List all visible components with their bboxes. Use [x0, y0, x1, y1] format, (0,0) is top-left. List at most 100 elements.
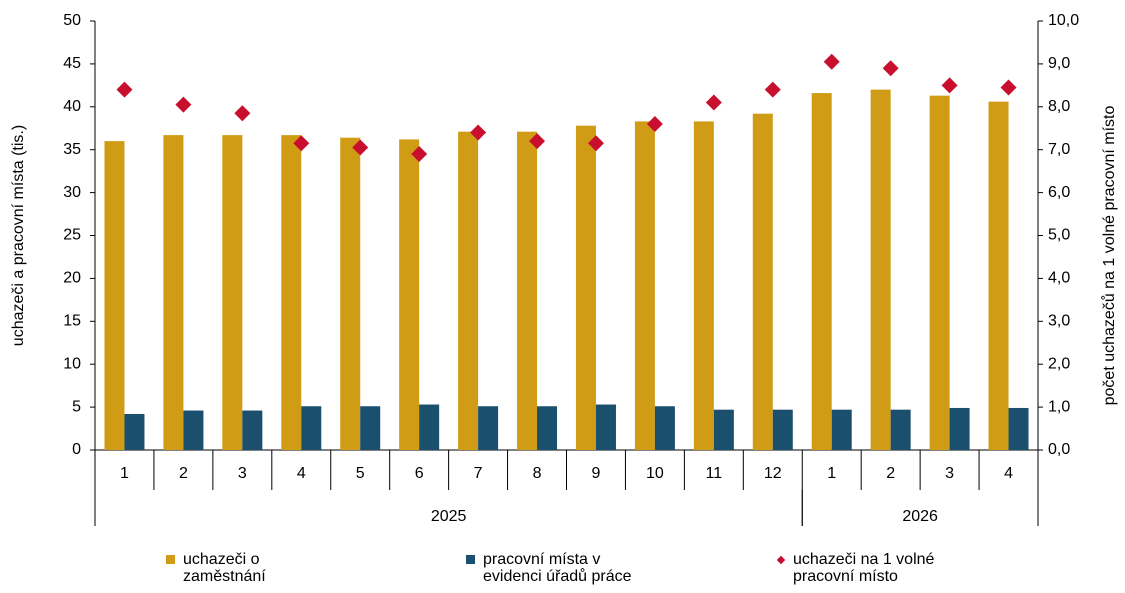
y-axis-title: uchazeči a pracovní místa (tis.) [10, 125, 27, 346]
bar [183, 410, 204, 450]
bar [340, 137, 361, 451]
y2-tick-label: 8,0 [1048, 98, 1070, 115]
x-tick-label: 6 [415, 465, 424, 482]
bar [634, 121, 655, 451]
y2-axis-title: počet uchazečů na 1 volné pracovní místo [1100, 106, 1118, 406]
legend-label: uchazeči na 1 volné pracovní místo [793, 551, 935, 585]
y-tick-label: 45 [63, 55, 81, 72]
y2-tick-label: 10,0 [1048, 12, 1079, 29]
bar [752, 113, 773, 450]
bar [870, 89, 891, 450]
legend-swatch [466, 555, 475, 564]
diamond-marker [352, 139, 369, 156]
diamond-marker [116, 81, 133, 98]
bar [124, 413, 145, 450]
x-tick-label: 3 [945, 465, 954, 482]
x-tick-label: 2 [179, 465, 188, 482]
bar [831, 409, 852, 450]
y2-tick-label: 3,0 [1048, 313, 1070, 330]
bar [517, 131, 538, 450]
bar [222, 135, 243, 450]
x-tick-label: 4 [297, 465, 306, 482]
bar [478, 406, 499, 450]
x-tick-label: 8 [533, 465, 542, 482]
y-tick-label: 20 [63, 270, 81, 287]
bar [890, 409, 911, 450]
diamond-marker [175, 96, 192, 113]
bar [575, 125, 596, 451]
y-tick-label: 15 [63, 313, 81, 330]
legend-swatch [776, 555, 786, 565]
y2-tick-label: 5,0 [1048, 227, 1070, 244]
bar [654, 406, 675, 450]
bar [595, 404, 616, 450]
bar [458, 131, 479, 450]
diamond-marker [705, 94, 722, 111]
x-tick-label: 5 [356, 465, 365, 482]
bar [929, 95, 950, 451]
x-tick-label: 2 [886, 465, 895, 482]
bar [693, 121, 714, 451]
diamond-marker [293, 135, 310, 152]
diamond-marker [764, 81, 781, 98]
diamond-marker [1000, 79, 1017, 96]
group-label: 2026 [902, 508, 938, 525]
y2-tick-label: 9,0 [1048, 55, 1070, 72]
y2-tick-label: 1,0 [1048, 398, 1070, 415]
y-tick-label: 10 [63, 355, 81, 372]
y2-tick-label: 2,0 [1048, 355, 1070, 372]
bar [301, 406, 322, 450]
diamond-marker [234, 105, 251, 122]
y-tick-label: 30 [63, 184, 81, 201]
diamond-marker [646, 115, 663, 132]
bar [537, 406, 558, 450]
bar [281, 135, 302, 450]
x-tick-label: 3 [238, 465, 247, 482]
y2-tick-label: 0,0 [1048, 441, 1070, 458]
x-tick-label: 7 [474, 465, 483, 482]
y-tick-label: 35 [63, 141, 81, 158]
bar [988, 101, 1009, 450]
bar [949, 407, 970, 450]
diamond-marker [411, 145, 428, 162]
bar [419, 404, 440, 450]
diamond-marker [587, 135, 604, 152]
x-tick-label: 4 [1004, 465, 1013, 482]
bar [104, 141, 125, 450]
bar [399, 139, 420, 451]
x-tick-label: 12 [764, 465, 782, 482]
bar [360, 406, 381, 450]
y-tick-label: 50 [63, 12, 81, 29]
y-tick-label: 40 [63, 98, 81, 115]
x-tick-label: 1 [120, 465, 129, 482]
bar [242, 410, 263, 450]
x-tick-label: 1 [827, 465, 836, 482]
bar [811, 93, 832, 451]
bar [1008, 407, 1029, 450]
y-tick-label: 25 [63, 227, 81, 244]
y2-tick-label: 4,0 [1048, 270, 1070, 287]
y-tick-label: 5 [72, 398, 81, 415]
legend-item: pracovní místa v evidenci úřadů práce [466, 551, 653, 585]
bar [163, 135, 184, 450]
y2-tick-label: 7,0 [1048, 141, 1070, 158]
group-label: 2025 [431, 508, 467, 525]
diamond-marker [882, 60, 899, 77]
x-tick-label: 9 [592, 465, 601, 482]
bar [713, 409, 734, 450]
legend-label: uchazeči o zaměstnání [183, 551, 266, 585]
diamond-marker [529, 133, 546, 150]
legend-item: uchazeči na 1 volné pracovní místo [776, 551, 983, 585]
x-tick-label: 10 [646, 465, 664, 482]
y2-tick-label: 6,0 [1048, 184, 1070, 201]
diamond-marker [941, 77, 958, 94]
legend-label: pracovní místa v evidenci úřadů práce [483, 551, 632, 585]
y-tick-label: 0 [72, 441, 81, 458]
bar [772, 409, 793, 450]
x-tick-label: 11 [706, 465, 723, 482]
legend-swatch [166, 555, 175, 564]
diamond-marker [470, 124, 487, 141]
diamond-marker [823, 53, 840, 70]
